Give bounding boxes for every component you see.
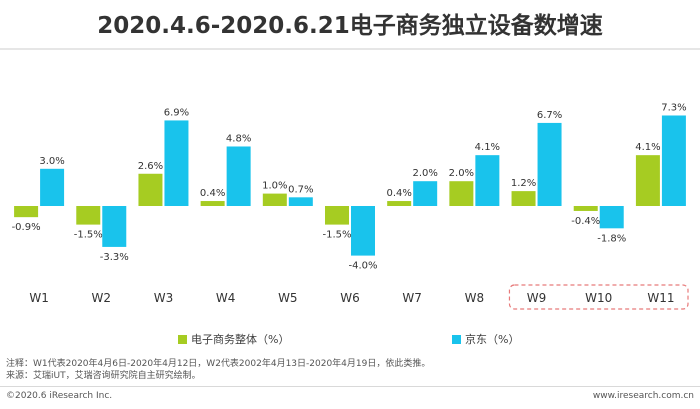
bar-overall-w11 [635,155,660,206]
legend-label-overall: 电子商务整体（%） [191,333,290,346]
legend-item-overall: 电子商务整体（%） [178,331,289,347]
bar-overall-w6 [325,206,349,225]
bar-overall-w10 [573,206,598,211]
bar-jd-w2 [102,206,127,247]
title-divider [0,48,700,50]
data-label-jd-w8: 4.1% [475,142,500,153]
x-tick-label-w2: W2 [92,291,112,305]
chart-title: 2020.4.6-2020.6.21电子商务独立设备数增速 [97,13,603,39]
bar-jd-w10 [599,206,624,229]
x-tick-label-w4: W4 [216,291,236,305]
data-label-overall-w9: 1.2% [511,178,536,189]
bar-overall-w9 [511,191,536,206]
bar-overall-w1 [14,206,39,218]
data-label-overall-w6: -1.5% [322,230,351,241]
x-tick-label-w11: W11 [647,291,674,305]
bar-chart: -0.9% 3.0% W1 -1.5% -3.3% W2 2.6% 6.9% W3 0.4% 4.8… [12,102,689,310]
data-label-jd-w1: 3.0% [39,156,64,167]
copyright-text: ©2020.6 iResearch Inc. [6,391,113,401]
bar-jd-w6 [351,206,375,256]
data-label-overall-w7: 0.4% [386,188,411,199]
bar-jd-w5 [288,197,313,206]
data-label-jd-w5: 0.7% [288,184,313,195]
data-label-jd-w11: 7.3% [661,102,686,113]
bar-overall-w5 [262,193,287,206]
x-tick-label-w7: W7 [402,291,422,305]
data-label-jd-w3: 6.9% [164,107,189,118]
bar-jd-w3 [164,120,189,206]
bar-jd-w11 [661,115,686,206]
bar-overall-w3 [138,173,163,206]
bar-overall-w2 [76,206,101,225]
data-label-overall-w3: 2.6% [138,161,163,172]
legend-item-jd: 京东（%） [452,331,519,347]
bar-jd-w8 [475,155,500,206]
x-tick-label-w8: W8 [465,291,485,305]
x-tick-label-w6: W6 [340,291,360,305]
legend-swatch-jd [452,334,461,344]
data-label-jd-w4: 4.8% [226,133,251,144]
legend-swatch-overall [178,334,187,344]
data-label-jd-w2: -3.3% [100,252,129,263]
bar-jd-w1 [40,168,65,206]
legend-label-jd: 京东（%） [465,333,520,346]
data-label-overall-w8: 2.0% [449,168,474,179]
data-label-jd-w6: -4.0% [348,261,377,272]
bar-jd-w7 [413,181,438,206]
bar-overall-w4 [200,201,225,206]
data-label-jd-w9: 6.7% [537,110,562,121]
data-label-jd-w10: -1.8% [597,233,626,244]
footnote-source: 来源：艾瑞iUT，艾瑞咨询研究院自主研究绘制。 [6,370,201,381]
bar-overall-w8 [449,181,474,206]
data-label-overall-w10: -0.4% [571,216,600,227]
bar-jd-w9 [537,122,562,206]
data-label-overall-w4: 0.4% [200,188,225,199]
bar-jd-w4 [226,146,251,206]
chart-legend: 电子商务整体（%） 京东（%） [0,331,700,351]
data-label-overall-w1: -0.9% [12,222,41,233]
highlight-box [508,284,689,310]
website-text: www.iresearch.com.cn [592,391,694,401]
data-label-overall-w2: -1.5% [74,230,103,241]
x-tick-label-w9: W9 [527,291,547,305]
x-tick-label-w5: W5 [278,291,298,305]
data-label-overall-w11: 4.1% [635,142,660,153]
page-footer: ©2020.6 iResearch Inc. www.iresearch.com… [0,386,700,409]
footnote-note: 注释：W1代表2020年4月6日-2020年4月12日，W2代表2002年4月1… [6,359,431,369]
x-tick-label-w1: W1 [29,291,49,305]
data-label-jd-w7: 2.0% [412,168,437,179]
x-tick-label-w3: W3 [154,291,174,305]
data-label-overall-w5: 1.0% [262,181,287,192]
footnotes: 注释：W1代表2020年4月6日-2020年4月12日，W2代表2002年4月1… [6,359,430,382]
x-tick-label-w10: W10 [585,291,612,305]
bar-overall-w7 [387,201,412,206]
